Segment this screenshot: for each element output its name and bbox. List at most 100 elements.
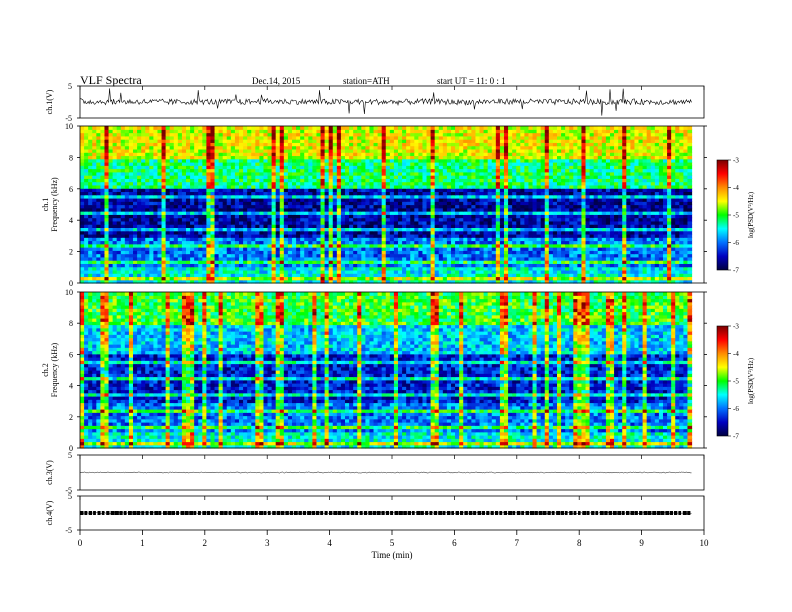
spectrogram-cell <box>206 211 212 215</box>
spectrogram-cell <box>406 194 411 199</box>
spectrogram-cell <box>214 240 220 245</box>
spectrogram-cell <box>145 247 150 251</box>
spectrogram-cell <box>336 256 342 261</box>
spectrogram-cell <box>332 188 338 193</box>
spectrogram-cell <box>385 181 391 186</box>
spectrogram-cell <box>349 273 354 278</box>
spectrogram-cell <box>267 276 273 281</box>
spectrogram-cell <box>589 227 595 232</box>
spectrogram-cell <box>137 184 142 189</box>
spectrogram-cell <box>577 217 583 222</box>
spectrogram-cell <box>275 184 281 189</box>
spectrogram-cell <box>675 181 680 186</box>
spectrogram-cell <box>512 269 517 274</box>
spectrogram-cell <box>471 194 477 199</box>
spectrogram-cell <box>251 266 256 271</box>
spectrogram-cell <box>340 250 346 255</box>
spectrogram-cell <box>194 253 199 258</box>
spectrogram-cell <box>145 237 150 242</box>
spectrogram-cell <box>336 178 342 183</box>
spectrogram-cell <box>459 188 464 193</box>
spectrogram-cell <box>344 266 350 271</box>
spectrogram-cell <box>585 220 591 225</box>
spectrogram-cell <box>679 276 684 281</box>
spectrogram-cell <box>499 260 505 264</box>
spectrogram-cell <box>173 178 179 183</box>
spectrogram-cell <box>267 188 273 193</box>
spectrogram-cell <box>296 279 301 284</box>
spectrogram-cell <box>177 175 183 179</box>
spectrogram-cell <box>410 253 415 258</box>
spectrogram-cell <box>222 260 228 264</box>
spectrogram-cell <box>377 197 383 202</box>
spectrogram-cell <box>336 175 342 179</box>
spectrogram-cell <box>536 191 542 196</box>
spectrogram-cell <box>92 194 97 199</box>
spectrogram-cell <box>459 211 464 215</box>
spectrogram-cell <box>410 214 415 219</box>
spectrogram-cell <box>369 175 375 179</box>
spectrogram-cell <box>581 266 587 271</box>
spectrogram-cell <box>88 276 93 281</box>
spectrogram-cell <box>532 204 538 209</box>
spectrogram-cell <box>247 237 252 242</box>
spectrogram-cell <box>120 227 126 232</box>
spectrogram-cell <box>577 276 583 281</box>
spectrogram-cell <box>198 191 203 196</box>
spectrogram-cell <box>532 233 538 238</box>
spectrogram-cell <box>92 224 97 228</box>
spectrogram-cell <box>287 204 293 209</box>
spectrogram-cell <box>234 247 240 251</box>
spectrogram-cell <box>654 220 660 225</box>
spectrogram-cell <box>479 233 485 238</box>
spectrogram-cell <box>80 217 85 222</box>
spectrogram-cell <box>414 194 419 199</box>
spectrogram-cell <box>198 247 203 251</box>
spectrogram-cell <box>573 184 578 189</box>
spectrogram-cell <box>324 237 330 242</box>
spectrogram-cell <box>573 269 578 274</box>
spectrogram-cell <box>353 207 358 212</box>
spectrogram-cell <box>226 247 232 251</box>
spectrogram-cell <box>120 191 126 196</box>
spectrogram-cell <box>609 194 615 199</box>
spectrogram-cell <box>88 224 93 228</box>
spectrogram-cell <box>116 217 122 222</box>
spectrogram-cell <box>80 181 85 186</box>
spectrogram-cell <box>340 240 346 245</box>
spectrogram-cell <box>418 211 424 215</box>
spectrogram-cell <box>80 269 85 274</box>
spectrogram-cell <box>120 256 126 261</box>
spectrogram-cell <box>520 197 525 202</box>
spectrogram-cell <box>622 263 627 268</box>
spectrogram-cell <box>186 263 191 268</box>
spectrogram-cell <box>194 207 199 212</box>
spectrogram-cell <box>650 237 656 242</box>
spectrogram-cell <box>214 233 220 238</box>
spectrogram-cell <box>683 276 689 281</box>
spectrogram-cell <box>128 269 134 274</box>
spectrogram-cell <box>406 276 411 281</box>
spectrogram-cell <box>137 207 142 212</box>
spectrogram-cell <box>540 217 546 222</box>
spectrogram-cell <box>210 181 216 186</box>
spectrogram-cell <box>161 279 167 284</box>
spectrogram-cell <box>642 207 648 212</box>
spectrogram-cell <box>226 243 232 248</box>
spectrogram-cell <box>650 230 656 235</box>
spectrogram-cell <box>646 214 652 219</box>
spectrogram-cell <box>675 178 680 183</box>
spectrogram-cell <box>149 237 154 242</box>
spectrogram-cell <box>137 224 142 228</box>
spectrogram-cell <box>153 197 159 202</box>
spectrogram-cell <box>128 211 134 215</box>
spectrogram-cell <box>328 266 334 271</box>
spectrogram-cell <box>679 191 684 196</box>
spectrogram-cell <box>434 207 440 212</box>
spectrogram-cell <box>104 266 110 271</box>
spectrogram-cell <box>230 214 236 219</box>
spectrogram-cell <box>230 247 236 251</box>
spectrogram-cell <box>520 260 525 264</box>
spectrogram-cell <box>597 191 603 196</box>
spectrogram-cell <box>585 201 591 206</box>
